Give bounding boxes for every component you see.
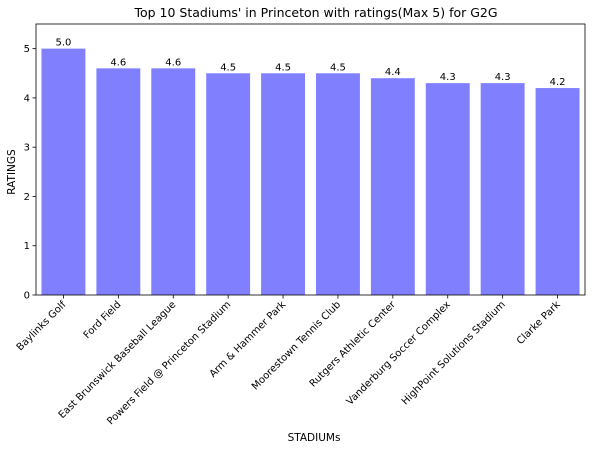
data-labels-group: 5.0 4.6 4.6 4.5 4.5 4.5 4.4 4.3 4.3 4.2 [55, 38, 565, 88]
x-tick-label: Moorestown Tennis Club [250, 299, 343, 392]
data-label: 4.6 [165, 57, 181, 68]
bar [370, 78, 415, 295]
x-tick-label: Ford Field [82, 299, 124, 341]
bar [96, 68, 141, 295]
bar [425, 83, 470, 295]
bar [261, 73, 306, 295]
data-label: 4.5 [220, 62, 236, 73]
y-axis: 0 1 2 3 4 5 [24, 44, 36, 302]
x-tick-label: East Brunswick Baseball League [57, 299, 179, 421]
data-label: 5.0 [55, 38, 71, 49]
y-tick-label: 4 [24, 93, 30, 104]
data-label: 4.3 [495, 72, 511, 83]
data-label: 4.6 [110, 57, 126, 68]
bar [315, 73, 360, 295]
data-label: 4.5 [275, 62, 291, 73]
bar [151, 68, 196, 295]
y-tick-label: 1 [24, 241, 30, 252]
y-tick-label: 2 [24, 192, 30, 203]
data-label: 4.4 [385, 67, 401, 78]
bar [206, 73, 251, 295]
plot-frame [35, 23, 586, 296]
y-tick-label: 0 [24, 291, 30, 302]
chart-title: Top 10 Stadiums' in Princeton with ratin… [133, 5, 497, 20]
bar [480, 83, 525, 295]
x-tick-label: Powers Field @ Princeton Stadium [105, 299, 233, 427]
y-tick-label: 3 [24, 143, 30, 154]
y-tick-label: 5 [24, 44, 30, 55]
y-axis-label: RATINGS [6, 149, 18, 195]
x-tick-label: Clarke Park [515, 299, 563, 347]
bars-group [41, 48, 580, 296]
x-tick-label: Vanderburg Soccer Complex [345, 299, 453, 407]
bar [41, 48, 86, 295]
x-tick-label: HighPoint Solutions Stadium [400, 299, 508, 407]
data-label: 4.5 [330, 62, 346, 73]
data-label: 4.2 [550, 77, 566, 88]
x-axis-label: STADIUMs [288, 432, 341, 444]
x-tick-label: Baylinks Golf [15, 299, 69, 353]
data-label: 4.3 [440, 72, 456, 83]
bar [535, 88, 580, 296]
